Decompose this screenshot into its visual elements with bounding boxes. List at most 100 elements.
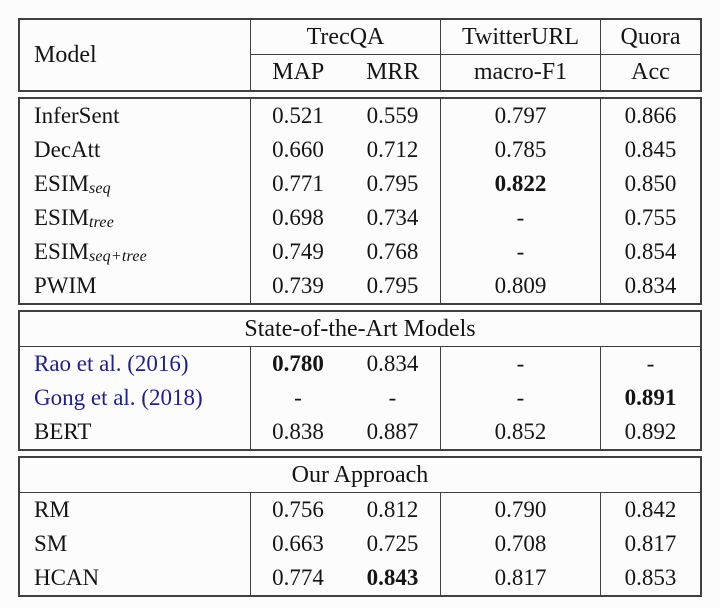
model-name-cell: SM (20, 527, 250, 561)
model-name: ESIM (34, 171, 89, 196)
map-value: 0.756 (250, 493, 345, 527)
model-name: RM (34, 497, 70, 522)
model-name: ESIM (34, 239, 89, 264)
mrr-value: 0.887 (366, 419, 419, 444)
header-trecqa-label: TrecQA (251, 20, 440, 55)
model-name: ESIM (34, 205, 89, 230)
macro-f1-value: 0.797 (440, 99, 600, 133)
mrr-value: 0.843 (366, 565, 419, 590)
map-value: 0.521 (250, 99, 345, 133)
header-quora-label: Quora (601, 20, 700, 55)
acc-value: 0.854 (600, 235, 700, 269)
table-row-bert: BERT 0.838 0.887 0.852 0.892 (20, 415, 700, 449)
model-name-cell: ESIM seq (20, 167, 250, 201)
model-name: PWIM (34, 273, 97, 298)
header-acc-label: Acc (631, 59, 670, 85)
model-name-cell: RM (20, 493, 250, 527)
model-name: InferSent (34, 103, 120, 128)
mrr-value: 0.768 (366, 239, 419, 264)
model-name: DecAtt (34, 137, 101, 162)
model-name-cell: Rao et al. (2016) (20, 347, 250, 381)
header-map-label: MAP (272, 59, 325, 85)
macro-f1-value: 0.852 (440, 415, 600, 449)
header-group-twitterurl: TwitterURL macro-F1 (440, 20, 600, 90)
header-row: Model TrecQA MAP MRR TwitterURL macro-F1… (20, 20, 700, 90)
model-subscript: seq+tree (88, 248, 147, 265)
map-value: 0.774 (250, 561, 345, 595)
acc-value: - (600, 347, 700, 381)
citation-link-rao-2016[interactable]: Rao et al. (2016) (34, 351, 189, 376)
map-value: 0.771 (250, 167, 345, 201)
header-model-label: Model (34, 41, 97, 68)
results-table: Model TrecQA MAP MRR TwitterURL macro-F1… (18, 18, 702, 602)
mrr-value: 0.559 (366, 103, 419, 128)
macro-f1-value: 0.785 (440, 133, 600, 167)
table-row-hcan: HCAN 0.774 0.843 0.817 0.853 (20, 561, 700, 595)
header-group-quora: Quora Acc (600, 20, 700, 90)
mrr-value: - (388, 385, 397, 410)
header-mrr-label: MRR (366, 59, 420, 85)
map-value: 0.698 (250, 201, 345, 235)
sota-section-title: State-of-the-Art Models (20, 312, 700, 347)
header-macro-f1-label: macro-F1 (473, 59, 568, 85)
map-value: 0.838 (250, 415, 345, 449)
citation-link-gong-2018[interactable]: Gong et al. (2018) (34, 385, 203, 410)
acc-value: 0.850 (600, 167, 700, 201)
model-subscript: tree (88, 214, 115, 231)
model-subscript: seq (88, 180, 111, 197)
table-row-esim-tree: ESIM tree 0.698 0.734 - 0.755 (20, 201, 700, 235)
mrr-value: 0.812 (366, 497, 419, 522)
acc-value: 0.834 (600, 269, 700, 303)
macro-f1-value: 0.822 (440, 167, 600, 201)
macro-f1-value: 0.817 (440, 561, 600, 595)
model-name-cell: Gong et al. (2018) (20, 381, 250, 415)
macro-f1-value: - (440, 235, 600, 269)
acc-value: 0.755 (600, 201, 700, 235)
table-header-block: Model TrecQA MAP MRR TwitterURL macro-F1… (18, 18, 702, 92)
map-value: 0.660 (250, 133, 345, 167)
acc-value: 0.866 (600, 99, 700, 133)
model-name-cell: BERT (20, 415, 250, 449)
mrr-value: 0.834 (366, 351, 419, 376)
table-row-infersent: InferSent 0.521 0.559 0.797 0.866 (20, 99, 700, 133)
macro-f1-value: 0.708 (440, 527, 600, 561)
map-value: 0.663 (250, 527, 345, 561)
model-name-cell: InferSent (20, 99, 250, 133)
map-value: 0.780 (250, 347, 345, 381)
table-row-sm: SM 0.663 0.725 0.708 0.817 (20, 527, 700, 561)
mrr-value: 0.795 (366, 273, 419, 298)
table-row-rm: RM 0.756 0.812 0.790 0.842 (20, 493, 700, 527)
map-value: 0.739 (250, 269, 345, 303)
model-name-cell: ESIM tree (20, 201, 250, 235)
macro-f1-value: - (440, 347, 600, 381)
table-row-pwim: PWIM 0.739 0.795 0.809 0.834 (20, 269, 700, 303)
ours-section-block: Our Approach RM 0.756 0.812 0.790 0.842 … (18, 456, 702, 597)
model-name-cell: DecAtt (20, 133, 250, 167)
map-value: 0.749 (250, 235, 345, 269)
acc-value: 0.892 (600, 415, 700, 449)
mrr-value: 0.725 (366, 531, 419, 556)
model-name: HCAN (34, 565, 100, 590)
header-twitterurl-label: TwitterURL (441, 20, 600, 55)
macro-f1-value: 0.809 (440, 269, 600, 303)
model-name: BERT (34, 419, 92, 444)
ours-section-title: Our Approach (20, 458, 700, 493)
acc-value: 0.845 (600, 133, 700, 167)
macro-f1-value: - (440, 201, 600, 235)
macro-f1-value: 0.790 (440, 493, 600, 527)
model-name: SM (34, 531, 68, 556)
acc-value: 0.853 (600, 561, 700, 595)
mrr-value: 0.734 (366, 205, 419, 230)
header-trecqa-subrow: MAP MRR (251, 55, 440, 90)
acc-value: 0.842 (600, 493, 700, 527)
header-group-trecqa: TrecQA MAP MRR (250, 20, 440, 90)
table-row-esim-seq: ESIM seq 0.771 0.795 0.822 0.850 (20, 167, 700, 201)
table-row-rao: Rao et al. (2016) 0.780 0.834 - - (20, 347, 700, 381)
macro-f1-value: - (440, 381, 600, 415)
model-name-cell: HCAN (20, 561, 250, 595)
table-row-gong: Gong et al. (2018) - - - 0.891 (20, 381, 700, 415)
acc-value: 0.817 (600, 527, 700, 561)
mrr-value: 0.712 (366, 137, 419, 162)
table-row-esim-seq-tree: ESIM seq+tree 0.749 0.768 - 0.854 (20, 235, 700, 269)
sota-section-block: State-of-the-Art Models Rao et al. (2016… (18, 310, 702, 451)
